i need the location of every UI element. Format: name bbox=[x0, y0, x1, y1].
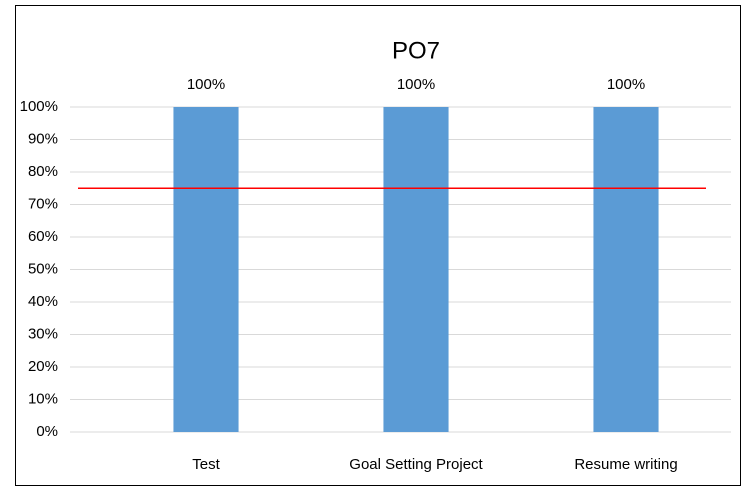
y-tick-label: 100% bbox=[20, 98, 58, 115]
y-tick-label: 10% bbox=[28, 390, 58, 407]
bar bbox=[173, 107, 239, 432]
bar bbox=[383, 107, 449, 432]
x-tick-label: Resume writing bbox=[574, 456, 677, 473]
y-tick-label: 0% bbox=[36, 423, 58, 440]
x-tick-label: Goal Setting Project bbox=[349, 456, 483, 473]
value-label: 100% bbox=[607, 76, 645, 93]
y-tick-label: 40% bbox=[28, 293, 58, 310]
bar bbox=[593, 107, 659, 432]
value-label: 100% bbox=[187, 76, 225, 93]
x-tick-label: Test bbox=[192, 456, 220, 473]
value-label: 100% bbox=[397, 76, 435, 93]
y-tick-label: 90% bbox=[28, 130, 58, 147]
y-tick-label: 70% bbox=[28, 195, 58, 212]
y-tick-label: 80% bbox=[28, 163, 58, 180]
y-tick-label: 20% bbox=[28, 358, 58, 375]
y-tick-label: 50% bbox=[28, 260, 58, 277]
y-tick-label: 60% bbox=[28, 228, 58, 245]
chart-title: PO7 bbox=[392, 37, 440, 64]
y-tick-label: 30% bbox=[28, 325, 58, 342]
